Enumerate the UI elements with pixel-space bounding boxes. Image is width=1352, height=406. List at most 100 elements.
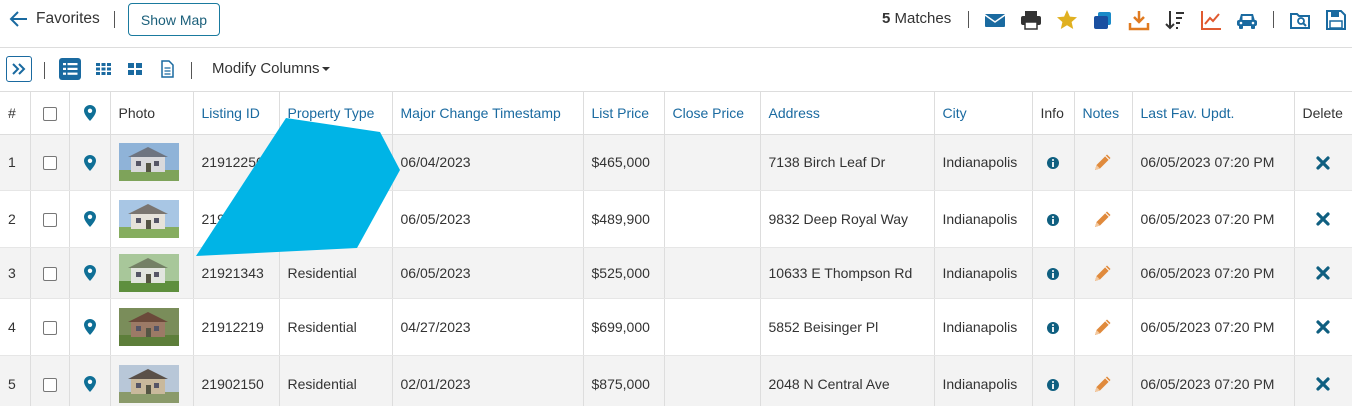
star-icon[interactable] — [1056, 9, 1078, 31]
map-pin-icon[interactable] — [83, 376, 96, 393]
row-checkbox[interactable] — [42, 377, 57, 392]
modify-columns-dropdown[interactable]: Modify Columns — [212, 60, 330, 77]
chart-icon[interactable] — [1200, 9, 1222, 31]
row-listing-id[interactable]: 21912250 — [193, 134, 280, 191]
grid-view-button[interactable] — [92, 58, 114, 80]
row-last-fav: 06/05/2023 07:20 PM — [1132, 355, 1295, 406]
property-photo[interactable] — [118, 143, 179, 181]
row-select-cell — [30, 190, 70, 248]
double-chevron-right-icon — [12, 63, 26, 75]
row-listing-id[interactable]: 21912219 — [193, 298, 280, 356]
row-city: Indianapolis — [934, 190, 1033, 248]
row-close-price — [664, 298, 761, 356]
col-header-notes[interactable]: Notes — [1074, 92, 1133, 135]
list-view-button[interactable] — [59, 58, 81, 80]
property-photo[interactable] — [118, 199, 179, 238]
table-row[interactable]: 5 21902150 Residential 02/01/2023 $875,0… — [0, 355, 1352, 406]
save-icon[interactable] — [1325, 9, 1347, 31]
property-photo[interactable] — [118, 307, 179, 346]
row-listing-id[interactable]: 21921343 — [193, 247, 280, 299]
row-timestamp: 06/05/2023 — [392, 190, 584, 248]
info-icon[interactable] — [1046, 378, 1060, 392]
envelope-icon[interactable] — [984, 9, 1006, 31]
col-header-map — [69, 92, 111, 135]
col-header-select — [30, 92, 70, 135]
col-header-property-type[interactable]: Property Type — [279, 92, 393, 135]
col-header-timestamp[interactable]: Major Change Timestamp — [392, 92, 584, 135]
col-header-close-price[interactable]: Close Price — [664, 92, 761, 135]
download-icon[interactable] — [1128, 9, 1150, 31]
row-checkbox[interactable] — [42, 320, 57, 335]
row-city: Indianapolis — [934, 247, 1033, 299]
row-info-cell — [1032, 355, 1075, 406]
row-city: Indianapolis — [934, 134, 1033, 191]
pencil-icon[interactable] — [1092, 208, 1114, 230]
row-timestamp: 06/05/2023 — [392, 247, 584, 299]
row-select-cell — [30, 247, 70, 299]
row-notes-cell — [1074, 190, 1133, 248]
pencil-icon[interactable] — [1092, 316, 1114, 338]
divider — [1273, 11, 1274, 28]
info-icon[interactable] — [1046, 321, 1060, 335]
pencil-icon[interactable] — [1092, 373, 1114, 395]
grid-icon — [96, 63, 111, 75]
row-address: 5852 Beisinger Pl — [760, 298, 935, 356]
print-icon[interactable] — [1020, 9, 1042, 31]
info-icon[interactable] — [1046, 156, 1060, 170]
row-info-cell — [1032, 190, 1075, 248]
col-header-listing-id[interactable]: Listing ID — [193, 92, 280, 135]
map-pin-icon[interactable] — [83, 265, 96, 282]
row-address: 10633 E Thompson Rd — [760, 247, 935, 299]
sort-icon[interactable] — [1164, 9, 1186, 31]
search-folder-icon[interactable] — [1289, 9, 1311, 31]
col-header-list-price[interactable]: List Price — [583, 92, 665, 135]
select-all-checkbox[interactable] — [42, 106, 57, 121]
property-photo[interactable] — [118, 364, 179, 403]
back-arrow-icon[interactable] — [9, 9, 29, 29]
row-info-cell — [1032, 298, 1075, 356]
export-icon[interactable] — [1092, 9, 1114, 31]
tile-view-button[interactable] — [124, 58, 146, 80]
pencil-icon[interactable] — [1092, 262, 1114, 284]
expand-panel-button[interactable] — [6, 56, 32, 82]
table-row[interactable]: 4 21912219 Residential 04/27/2023 $699,0… — [0, 298, 1352, 356]
row-list-price: $525,000 — [583, 247, 665, 299]
table-row[interactable]: 3 21921343 Residential 06/05/2023 $525,0… — [0, 247, 1352, 299]
car-icon[interactable] — [1236, 9, 1258, 31]
col-header-last-fav[interactable]: Last Fav. Updt. — [1132, 92, 1295, 135]
row-property-type: Residential — [279, 355, 393, 406]
delete-x-icon[interactable] — [1315, 155, 1331, 171]
col-header-address[interactable]: Address — [760, 92, 935, 135]
row-map-cell — [69, 134, 111, 191]
delete-x-icon[interactable] — [1315, 211, 1331, 227]
row-listing-id[interactable]: 21912800 — [193, 190, 280, 248]
row-map-cell — [69, 355, 111, 406]
table-row[interactable]: 2 21912800 Residential 06/05/2023 $489,9… — [0, 190, 1352, 248]
matches-number: 5 — [882, 10, 891, 27]
delete-x-icon[interactable] — [1315, 376, 1331, 392]
table-row[interactable]: 1 21912250 Residential 06/04/2023 $465,0… — [0, 134, 1352, 191]
row-property-type: Residential — [279, 247, 393, 299]
row-checkbox[interactable] — [42, 156, 57, 171]
map-pin-icon[interactable] — [83, 154, 96, 171]
row-listing-id[interactable]: 21902150 — [193, 355, 280, 406]
info-icon[interactable] — [1046, 213, 1060, 227]
row-checkbox[interactable] — [42, 212, 57, 227]
property-photo[interactable] — [118, 253, 179, 292]
col-header-info: Info — [1032, 92, 1075, 135]
show-map-button[interactable]: Show Map — [128, 3, 220, 36]
delete-x-icon[interactable] — [1315, 319, 1331, 335]
view-toolbar: Modify Columns — [0, 49, 1352, 92]
row-select-cell — [30, 134, 70, 191]
map-pin-icon[interactable] — [83, 319, 96, 336]
pencil-icon[interactable] — [1092, 151, 1114, 173]
col-header-city[interactable]: City — [934, 92, 1033, 135]
matches-count: 5 Matches — [882, 10, 951, 27]
delete-x-icon[interactable] — [1315, 265, 1331, 281]
row-city: Indianapolis — [934, 298, 1033, 356]
info-icon[interactable] — [1046, 267, 1060, 281]
row-address: 9832 Deep Royal Way — [760, 190, 935, 248]
map-pin-icon[interactable] — [83, 211, 96, 228]
row-checkbox[interactable] — [42, 266, 57, 281]
report-view-button[interactable] — [156, 58, 178, 80]
